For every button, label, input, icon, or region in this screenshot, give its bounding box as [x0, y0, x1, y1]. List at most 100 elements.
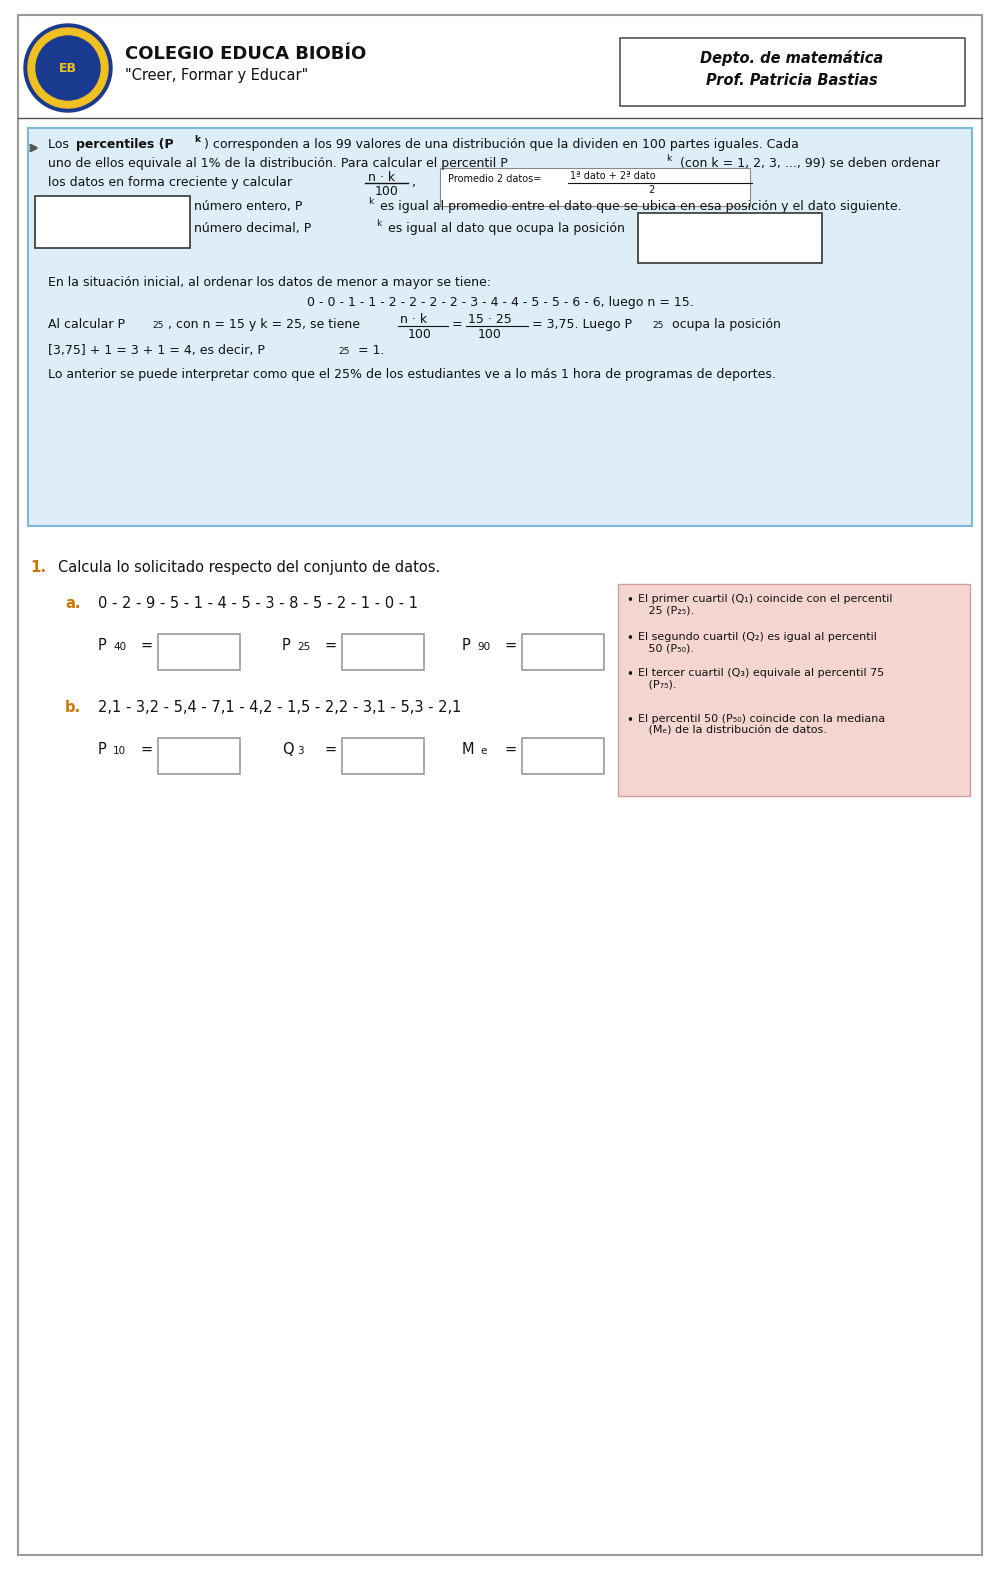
Text: •: •: [626, 633, 633, 645]
Text: Lo anterior se puede interpretar como que el 25% de los estudiantes ve a lo más : Lo anterior se puede interpretar como qu…: [48, 367, 776, 382]
Text: k: k: [666, 154, 671, 163]
Text: 2,1 - 3,2 - 5,4 - 7,1 - 4,2 - 1,5 - 2,2 - 3,1 - 5,3 - 2,1: 2,1 - 3,2 - 5,4 - 7,1 - 4,2 - 1,5 - 2,2 …: [98, 700, 461, 714]
Text: 90: 90: [477, 642, 490, 652]
Text: (con k = 1, 2, 3, ..., 99) se deben ordenar: (con k = 1, 2, 3, ..., 99) se deben orde…: [676, 157, 940, 170]
Bar: [440, 168, 750, 206]
Bar: [158, 634, 240, 670]
Text: es un número decimal, P: es un número decimal, P: [152, 221, 311, 236]
Text: Depto. de matemática: Depto. de matemática: [700, 50, 884, 66]
Text: es igual al dato que ocupa la posición: es igual al dato que ocupa la posición: [384, 221, 625, 236]
Text: [: [: [644, 217, 653, 242]
Bar: [28, 129, 972, 526]
Text: P: P: [282, 637, 291, 653]
Circle shape: [24, 24, 112, 111]
Text: 1ª dato + 2ª dato: 1ª dato + 2ª dato: [570, 171, 656, 181]
Text: a.: a.: [65, 597, 80, 611]
Text: "Creer, Formar y Educar": "Creer, Formar y Educar": [125, 68, 308, 83]
Text: El segundo cuartil (Q₂) es igual al percentil
   50 (P₅₀).: El segundo cuartil (Q₂) es igual al perc…: [638, 633, 877, 653]
Text: ) corresponden a los 99 valores de una distribución que la dividen en 100 partes: ) corresponden a los 99 valores de una d…: [204, 138, 799, 151]
Bar: [522, 634, 604, 670]
Text: 25: 25: [652, 320, 663, 330]
Text: =: =: [504, 637, 516, 653]
Text: =: =: [324, 743, 336, 757]
Text: + 1. = P: + 1. = P: [736, 221, 789, 236]
Text: 100: 100: [478, 328, 502, 341]
Text: (k): (k): [54, 225, 66, 234]
Text: COLEGIO EDUCA BIOBÍO: COLEGIO EDUCA BIOBÍO: [125, 46, 366, 63]
Text: P: P: [98, 637, 107, 653]
Text: EB: EB: [59, 61, 77, 74]
Bar: [342, 634, 424, 670]
Text: El tercer cuartil (Q₃) equivale al percentil 75
   (P₇₅).: El tercer cuartil (Q₃) equivale al perce…: [638, 667, 884, 689]
Text: P: P: [462, 637, 471, 653]
Text: = 3,75. Luego P: = 3,75. Luego P: [532, 319, 632, 331]
Bar: [342, 738, 424, 774]
Text: 25: 25: [297, 642, 310, 652]
Text: e: e: [480, 746, 486, 757]
Text: 15 · 25: 15 · 25: [468, 312, 512, 327]
Text: = 1.: = 1.: [354, 344, 384, 356]
Text: los datos en forma creciente y calcular: los datos en forma creciente y calcular: [48, 176, 292, 188]
Text: •: •: [626, 667, 633, 681]
Text: En la situación inicial, al ordenar los datos de menor a mayor se tiene:: En la situación inicial, al ordenar los …: [48, 276, 491, 289]
Text: 25: 25: [338, 347, 349, 356]
Text: El primer cuartil (Q₁) coincide con el percentil
   25 (P₂₅).: El primer cuartil (Q₁) coincide con el p…: [638, 593, 893, 615]
Text: =: =: [140, 637, 152, 653]
Text: percentiles (P: percentiles (P: [76, 138, 174, 151]
Text: P: P: [42, 221, 50, 236]
Text: Los: Los: [48, 138, 73, 151]
Text: 0 - 0 - 1 - 1 - 2 - 2 - 2 - 2 - 3 - 4 - 4 - 5 - 5 - 6 - 6, luego n = 15.: 0 - 0 - 1 - 1 - 2 - 2 - 2 - 2 - 3 - 4 - …: [307, 297, 693, 309]
Text: Q: Q: [282, 743, 294, 757]
Text: 10: 10: [113, 746, 126, 757]
Circle shape: [36, 36, 100, 100]
Text: ,: ,: [412, 176, 416, 188]
Text: n · k: n · k: [90, 196, 117, 209]
Text: •: •: [626, 714, 633, 727]
Text: uno de ellos equivale al 1% de la distribución. Para calcular el percentil P: uno de ellos equivale al 1% de la distri…: [48, 157, 508, 170]
Text: Calcula lo solicitado respecto del conjunto de datos.: Calcula lo solicitado respecto del conju…: [58, 560, 440, 575]
Text: 100: 100: [672, 232, 696, 246]
Bar: [620, 38, 965, 107]
Bar: [638, 214, 822, 264]
Text: Al calcular P: Al calcular P: [48, 319, 125, 331]
Text: (k): (k): [54, 203, 66, 212]
Text: n · k: n · k: [400, 312, 427, 327]
Text: P: P: [42, 199, 50, 214]
Text: , con n = 15 y k = 25, se tiene: , con n = 15 y k = 25, se tiene: [168, 319, 360, 331]
Text: 100: 100: [375, 185, 399, 198]
Text: •: •: [626, 593, 633, 608]
Text: n · k: n · k: [368, 171, 395, 184]
Text: 40: 40: [113, 642, 126, 652]
Text: =: =: [75, 199, 86, 214]
Text: (k): (k): [804, 218, 816, 228]
Text: Prof. Patricia Bastias: Prof. Patricia Bastias: [706, 72, 878, 88]
Text: es igual al promedio entre el dato que se ubica en esa posición y el dato siguie: es igual al promedio entre el dato que s…: [376, 199, 902, 214]
Text: 25: 25: [152, 320, 163, 330]
Text: 1.: 1.: [30, 560, 46, 575]
Text: k: k: [376, 218, 381, 228]
Text: =: =: [75, 221, 86, 236]
Text: 3: 3: [297, 746, 304, 757]
Text: n · k: n · k: [660, 218, 687, 231]
Text: =: =: [140, 743, 152, 757]
Bar: [522, 738, 604, 774]
Text: ]: ]: [722, 217, 731, 242]
Text: 0 - 2 - 9 - 5 - 1 - 4 - 5 - 3 - 8 - 5 - 2 - 1 - 0 - 1: 0 - 2 - 9 - 5 - 1 - 4 - 5 - 3 - 8 - 5 - …: [98, 597, 418, 611]
Text: 100: 100: [408, 328, 432, 341]
Text: M: M: [462, 743, 475, 757]
Text: El percentil 50 (P₅₀) coincide con la mediana
   (Mₑ) de la distribución de dato: El percentil 50 (P₅₀) coincide con la me…: [638, 714, 885, 736]
Text: 2: 2: [648, 185, 654, 195]
Text: b.: b.: [65, 700, 81, 714]
Text: =: =: [452, 319, 463, 331]
Bar: [158, 738, 240, 774]
Text: Promedio 2 datos=: Promedio 2 datos=: [448, 174, 541, 184]
Text: 100: 100: [102, 236, 126, 248]
Text: es un número entero, P: es un número entero, P: [152, 199, 302, 214]
Text: =: =: [504, 743, 516, 757]
Text: =: =: [324, 637, 336, 653]
Text: P: P: [98, 743, 107, 757]
Text: n · k: n · k: [90, 218, 117, 231]
Bar: [618, 584, 970, 796]
Text: [3,75] + 1 = 3 + 1 = 4, es decir, P: [3,75] + 1 = 3 + 1 = 4, es decir, P: [48, 344, 265, 356]
Circle shape: [28, 28, 108, 108]
